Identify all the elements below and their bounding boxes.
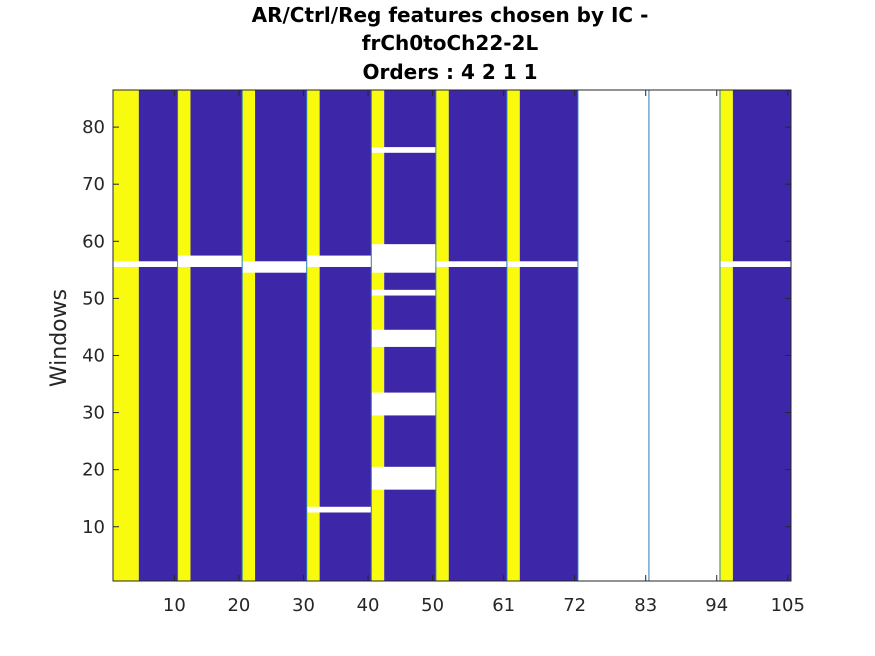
- x-tick-label: 30: [292, 595, 315, 616]
- x-tick-label: 83: [634, 595, 657, 616]
- x-axis: 10 20 30 40 50 61 72 83 94 105: [163, 90, 805, 616]
- heatmap-cell-block-22: [371, 244, 436, 273]
- heatmap-cell-block-17: [177, 255, 243, 267]
- heatmap-cell-block-24: [371, 329, 436, 347]
- x-tick-label: 105: [771, 595, 805, 616]
- heatmap-cell-block-14: [719, 90, 733, 581]
- heatmap-cell-block-25: [371, 392, 436, 416]
- title-line-1: AR/Ctrl/Reg features chosen by IC -: [252, 3, 649, 27]
- heatmap-cell-block-11: [448, 90, 507, 581]
- heatmap-cell-block-6: [306, 90, 320, 581]
- heatmap-cell-block-20: [306, 506, 372, 513]
- heatmap-cell-block-27: [435, 261, 507, 267]
- y-tick-label: 80: [82, 117, 105, 138]
- heatmap-cell-block-0: [113, 90, 139, 581]
- heatmap-cell-block-21: [371, 147, 436, 153]
- y-tick-label: 70: [82, 174, 105, 195]
- heatmap-cell-block-29: [719, 261, 791, 267]
- y-axis-label: Windows: [47, 289, 72, 387]
- heatmap-cell-block-1: [138, 90, 178, 581]
- x-tick-label: 10: [163, 595, 186, 616]
- heatmap-cell-block-7: [319, 90, 372, 581]
- heatmap-cell-block-12: [506, 90, 520, 581]
- y-tick-label: 60: [82, 231, 105, 252]
- heatmap-cell-block-23: [371, 289, 436, 296]
- heatmap-cell-block-28: [506, 261, 578, 267]
- y-tick-label: 20: [82, 460, 105, 481]
- heatmap-cell-block-5: [255, 90, 307, 581]
- x-tick-label: 61: [492, 595, 515, 616]
- y-tick-label: 30: [82, 403, 105, 424]
- title-line-2: frCh0toCh22-2L: [362, 31, 539, 55]
- heatmap-cell-block-2: [177, 90, 191, 581]
- x-tick-label: 20: [227, 595, 250, 616]
- heatmap-cell-block-19: [306, 255, 372, 267]
- heatmap-cell-block-15: [732, 90, 791, 581]
- x-tick-label: 72: [563, 595, 586, 616]
- y-tick-label: 50: [82, 288, 105, 309]
- heatmap-cell-block-3: [190, 90, 243, 581]
- y-tick-label: 40: [82, 345, 105, 366]
- heatmap-cell-block-13: [519, 90, 578, 581]
- heatmap-cell-block-10: [435, 90, 449, 581]
- heatmap-cell-block-18: [242, 261, 307, 273]
- x-tick-label: 40: [357, 595, 380, 616]
- heatmap-cell-block-26: [371, 466, 436, 490]
- axes-box: [112, 89, 792, 582]
- y-tick-label: 10: [82, 517, 105, 538]
- x-tick-label: 50: [421, 595, 444, 616]
- chart-title: AR/Ctrl/Reg features chosen by IC - frCh…: [252, 3, 649, 84]
- heatmap-cell-block-16: [113, 261, 178, 267]
- y-axis: 10 20 30 40 50 60 70 80: [82, 117, 791, 538]
- plot-area: [113, 90, 791, 581]
- x-tick-label: 94: [705, 595, 728, 616]
- heatmap-cell-block-4: [242, 90, 256, 581]
- title-line-3: Orders : 4 2 1 1: [363, 60, 538, 84]
